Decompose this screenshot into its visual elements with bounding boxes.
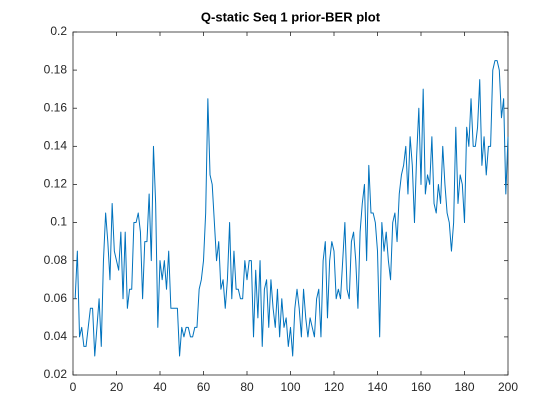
x-tick-label: 200 xyxy=(498,380,518,394)
x-tick-label: 180 xyxy=(454,380,474,394)
y-tick-label: 0.04 xyxy=(44,329,68,343)
x-tick-label: 100 xyxy=(280,380,300,394)
y-tick-label: 0.08 xyxy=(44,253,68,267)
y-tick-label: 0.1 xyxy=(50,215,67,229)
y-tick-label: 0.2 xyxy=(50,24,67,38)
y-tick-label: 0.16 xyxy=(44,100,68,114)
y-tick-label: 0.02 xyxy=(44,367,68,381)
axes-box xyxy=(72,31,509,376)
y-tick-label: 0.06 xyxy=(44,291,68,305)
x-tick-label: 60 xyxy=(197,380,211,394)
y-tick-label: 0.18 xyxy=(44,62,68,76)
data-line xyxy=(74,60,509,357)
x-tick-label: 80 xyxy=(240,380,254,394)
x-tick-label: 140 xyxy=(367,380,387,394)
x-tick-label: 40 xyxy=(153,380,167,394)
y-tick-label: 0.14 xyxy=(44,139,68,153)
y-tick-label: 0.12 xyxy=(44,177,68,191)
x-tick-label: 20 xyxy=(110,380,124,394)
chart-title: Q-static Seq 1 prior-BER plot xyxy=(201,9,381,24)
x-tick-label: 120 xyxy=(324,380,344,394)
x-tick-label: 160 xyxy=(411,380,431,394)
x-tick-label: 0 xyxy=(70,380,77,394)
